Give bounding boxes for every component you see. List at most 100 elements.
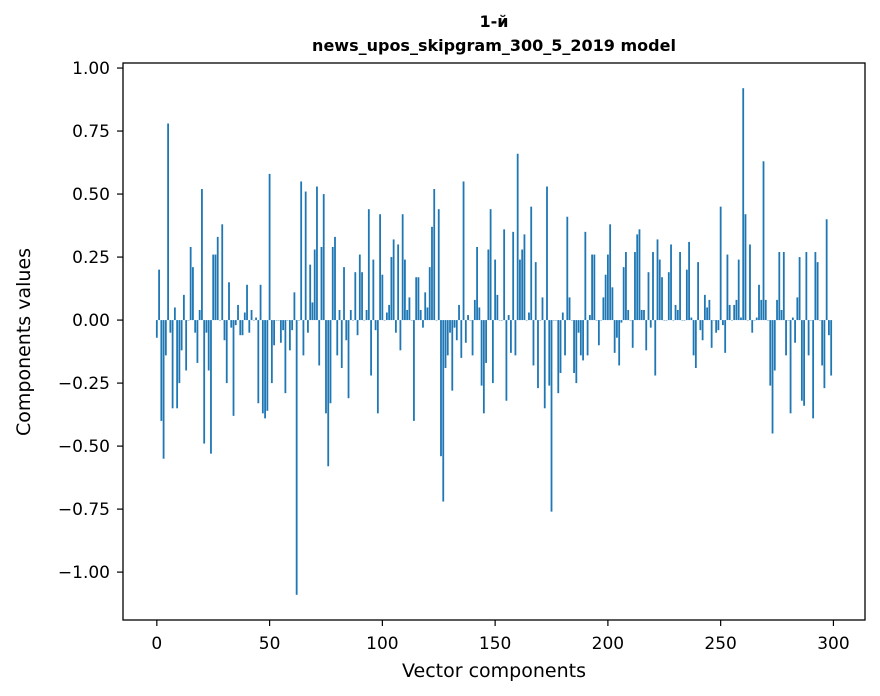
bar-21 xyxy=(203,320,206,444)
bar-166 xyxy=(530,206,533,321)
bar-191 xyxy=(586,320,589,356)
y-tick-label: −1.00 xyxy=(58,563,110,583)
bar-144 xyxy=(480,320,483,386)
bar-118 xyxy=(422,320,424,328)
bar-56 xyxy=(282,320,285,331)
y-tick-label: 0.25 xyxy=(72,248,110,268)
bar-173 xyxy=(546,186,548,321)
bar-208 xyxy=(625,252,627,321)
bar-256 xyxy=(733,304,736,321)
bar-88 xyxy=(354,272,357,321)
bar-135 xyxy=(460,320,463,358)
bar-122 xyxy=(431,226,433,321)
bar-145 xyxy=(482,320,485,414)
bar-77 xyxy=(329,320,332,404)
bar-202 xyxy=(611,287,614,321)
bar-186 xyxy=(575,320,578,384)
bar-165 xyxy=(528,312,530,321)
bar-161 xyxy=(519,259,521,321)
bar-116 xyxy=(417,277,420,321)
bar-24 xyxy=(210,320,212,454)
bar-102 xyxy=(385,312,388,321)
bar-15 xyxy=(189,246,192,321)
bar-104 xyxy=(390,257,393,321)
bar-117 xyxy=(419,310,422,321)
bar-279 xyxy=(785,320,787,356)
bar-263 xyxy=(749,244,751,321)
bar-182 xyxy=(566,216,569,321)
bar-215 xyxy=(640,310,643,321)
bar-155 xyxy=(505,320,508,401)
bar-159 xyxy=(514,320,517,356)
bar-295 xyxy=(821,320,824,366)
bar-180 xyxy=(561,312,564,321)
bar-106 xyxy=(394,320,397,333)
bar-109 xyxy=(401,214,404,321)
bar-238 xyxy=(692,320,695,356)
bar-201 xyxy=(609,224,612,321)
bar-128 xyxy=(444,320,447,368)
bar-126 xyxy=(440,320,442,457)
bar-107 xyxy=(397,244,400,321)
bar-105 xyxy=(392,239,395,321)
bar-103 xyxy=(388,304,391,321)
bar-74 xyxy=(322,194,325,321)
bar-26 xyxy=(214,254,217,321)
bar-168 xyxy=(534,262,537,321)
bar-5 xyxy=(167,123,169,321)
bar-38 xyxy=(241,320,244,336)
bar-181 xyxy=(564,320,566,356)
bar-20 xyxy=(201,189,203,321)
bar-287 xyxy=(803,320,805,406)
bar-85 xyxy=(347,320,350,399)
bar-41 xyxy=(248,320,251,333)
bar-190 xyxy=(584,231,587,321)
bar-71 xyxy=(316,186,318,321)
bar-70 xyxy=(313,249,316,321)
bar-44 xyxy=(255,317,257,321)
bar-79 xyxy=(334,236,336,321)
bar-275 xyxy=(776,299,778,321)
bar-213 xyxy=(636,234,639,321)
bar-93 xyxy=(365,310,368,321)
bar-169 xyxy=(537,320,539,389)
bar-48 xyxy=(264,320,266,419)
bar-83 xyxy=(343,267,345,321)
bar-147 xyxy=(487,249,490,321)
bar-8 xyxy=(173,307,176,321)
bar-236 xyxy=(688,241,690,321)
bar-64 xyxy=(300,181,303,321)
bar-12 xyxy=(182,294,185,321)
bar-132 xyxy=(453,320,456,328)
bar-276 xyxy=(778,252,781,321)
bar-269 xyxy=(762,161,765,321)
y-tick-label: 0.50 xyxy=(72,185,110,205)
x-tick-label: 0 xyxy=(151,634,162,654)
y-tick-label: 0.00 xyxy=(72,311,110,331)
bar-251 xyxy=(722,320,724,326)
bar-129 xyxy=(446,320,449,356)
bar-49 xyxy=(266,320,269,411)
bar-223 xyxy=(658,259,661,321)
bar-134 xyxy=(458,304,460,321)
bar-199 xyxy=(604,274,607,321)
bar-19 xyxy=(198,310,201,321)
bar-289 xyxy=(807,320,810,356)
bar-250 xyxy=(719,206,722,321)
bar-194 xyxy=(593,254,596,321)
bar-112 xyxy=(408,297,411,321)
bar-227 xyxy=(667,272,670,321)
bar-248 xyxy=(715,320,718,333)
bar-218 xyxy=(647,272,650,321)
bar-273 xyxy=(771,320,774,434)
bar-82 xyxy=(340,320,343,368)
bar-187 xyxy=(577,320,580,333)
bar-40 xyxy=(246,284,248,321)
bar-100 xyxy=(381,274,384,321)
y-tick-label: −0.25 xyxy=(58,374,110,394)
bar-288 xyxy=(805,252,808,321)
bar-154 xyxy=(503,229,506,321)
bar-259 xyxy=(740,317,742,321)
bar-34 xyxy=(232,320,235,416)
bar-148 xyxy=(489,209,492,321)
